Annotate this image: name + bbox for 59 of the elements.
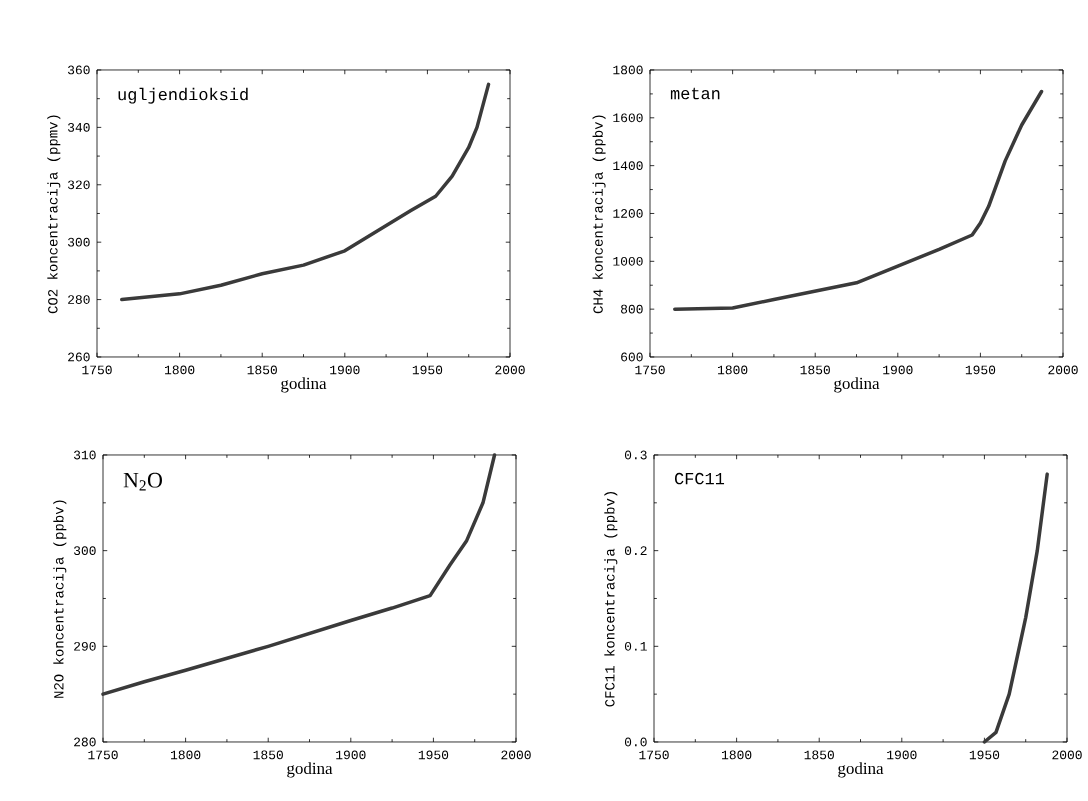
x-tick-label: 1800 bbox=[165, 365, 195, 375]
x-tick-label: 1950 bbox=[412, 365, 443, 375]
x-tick-label: 1800 bbox=[171, 750, 201, 760]
y-tick-label: 260 bbox=[68, 352, 90, 362]
x-axis-title: godina bbox=[287, 762, 333, 778]
x-tick-label: 1950 bbox=[418, 750, 449, 760]
x-axis-title: godina bbox=[834, 377, 880, 393]
line-series bbox=[101, 453, 497, 696]
annotation: ugljendioksid bbox=[118, 87, 248, 104]
y-tick-label: 1600 bbox=[613, 113, 643, 123]
y-tick-label: 320 bbox=[67, 180, 90, 190]
x-tick-label: 2000 bbox=[501, 750, 531, 760]
x-tick-label: 1900 bbox=[883, 365, 913, 375]
y-axis-title: CFC11 koncentracija (ppbv) bbox=[604, 492, 618, 707]
y-tick-label: 0.2 bbox=[624, 546, 647, 556]
x-tick-label: 1750 bbox=[88, 750, 118, 760]
y-tick-label: 310 bbox=[73, 450, 96, 460]
y-tick-label: 0.3 bbox=[624, 450, 647, 460]
line-series bbox=[982, 472, 1049, 744]
y-tick-label: 300 bbox=[73, 546, 96, 556]
x-tick-label: 2000 bbox=[1048, 365, 1078, 375]
y-tick-label: 360 bbox=[67, 65, 90, 75]
x-axis-title: godina bbox=[838, 762, 884, 778]
y-tick-label: 290 bbox=[74, 641, 96, 651]
x-tick-label: 1900 bbox=[330, 365, 360, 375]
x-tick-label: 2000 bbox=[495, 365, 525, 375]
x-tick-label: 1900 bbox=[336, 750, 366, 760]
y-axis-title: N2O koncentracija (ppbv) bbox=[53, 500, 67, 698]
x-tick-label: 1800 bbox=[722, 750, 752, 760]
y-tick-label: 0.1 bbox=[624, 641, 647, 651]
x-tick-label: 1850 bbox=[247, 365, 277, 375]
y-tick-label: 280 bbox=[68, 295, 90, 304]
y-tick-label: 800 bbox=[621, 304, 643, 314]
y-axis-title: CH4 koncentracija (ppbv) bbox=[592, 115, 606, 314]
y-tick-label: 280 bbox=[74, 737, 96, 747]
y-tick-label: 0.0 bbox=[624, 737, 647, 747]
y-tick-label: 340 bbox=[67, 122, 90, 132]
x-tick-label: 1950 bbox=[969, 750, 1000, 760]
y-tick-label: 1400 bbox=[613, 161, 643, 171]
y-axis-title: CO2 koncentracija (ppmv) bbox=[47, 115, 61, 314]
annotation: metan bbox=[670, 87, 720, 100]
x-tick-label: 1850 bbox=[253, 750, 283, 760]
annotation: CFC11 bbox=[674, 472, 725, 485]
y-tick-label: 1200 bbox=[613, 209, 643, 218]
x-tick-label: 1850 bbox=[804, 750, 834, 760]
y-tick-label: 600 bbox=[621, 352, 643, 362]
x-tick-label: 1950 bbox=[965, 365, 996, 375]
x-tick-label: 1750 bbox=[635, 365, 665, 375]
x-tick-label: 1850 bbox=[800, 365, 830, 375]
annotation: N$_{2}$O bbox=[123, 472, 162, 491]
x-tick-label: 1750 bbox=[639, 750, 669, 760]
x-axis-title: godina bbox=[281, 377, 327, 393]
x-tick-label: 1800 bbox=[718, 365, 748, 375]
x-tick-label: 1900 bbox=[887, 750, 917, 760]
y-tick-label: 1000 bbox=[613, 256, 643, 266]
y-tick-label: 300 bbox=[67, 237, 90, 247]
x-tick-label: 1750 bbox=[82, 365, 112, 375]
y-tick-label: 1800 bbox=[613, 65, 643, 75]
x-tick-label: 2000 bbox=[1052, 750, 1082, 760]
